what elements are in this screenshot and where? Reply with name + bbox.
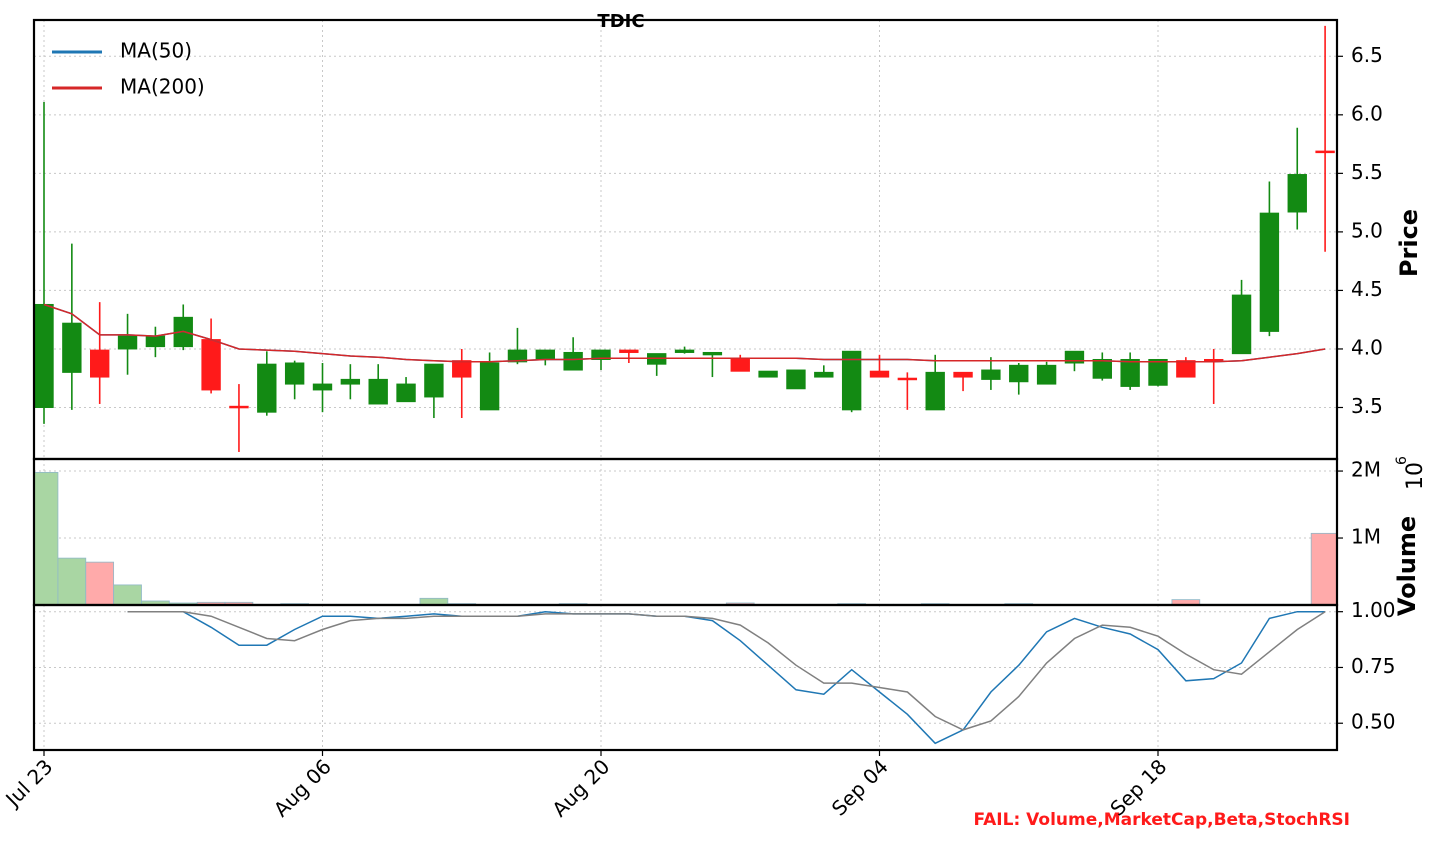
candle-body bbox=[1064, 350, 1085, 364]
oscillator-line bbox=[127, 610, 1326, 745]
candle-body bbox=[674, 349, 695, 353]
candle-body bbox=[1231, 294, 1252, 355]
candle-body bbox=[396, 383, 416, 403]
candle-body bbox=[1009, 364, 1029, 383]
candle-body bbox=[619, 349, 639, 353]
y-tick-label: 2M bbox=[1351, 458, 1381, 482]
volume-axis-label: Volume bbox=[1393, 516, 1421, 616]
legend-label: MA(200) bbox=[120, 75, 205, 99]
candle-body bbox=[814, 371, 834, 378]
candle-body bbox=[1204, 358, 1224, 362]
candle-body bbox=[1315, 150, 1335, 154]
candle-body bbox=[786, 369, 806, 390]
candle-body bbox=[953, 371, 973, 378]
volume-bar bbox=[57, 557, 87, 605]
candle-body bbox=[90, 349, 110, 378]
candle-body bbox=[507, 349, 528, 363]
volume-bar bbox=[224, 601, 254, 605]
panel-frame bbox=[32, 457, 1339, 607]
volume-bar bbox=[1310, 532, 1337, 605]
candle-body bbox=[368, 378, 388, 405]
candle-body bbox=[62, 322, 82, 373]
volume-bar bbox=[1171, 599, 1201, 605]
volume-bar bbox=[85, 561, 115, 605]
y-tick-label: 6.5 bbox=[1351, 43, 1383, 67]
candle-body bbox=[229, 405, 249, 409]
oscillator-line bbox=[127, 610, 1326, 731]
price-axis-label: Price bbox=[1395, 209, 1423, 277]
y-tick-label: 0.50 bbox=[1351, 710, 1396, 734]
candle-body bbox=[34, 303, 54, 408]
candle-body bbox=[1120, 358, 1140, 387]
candle-body bbox=[563, 351, 583, 371]
x-tick-label: Sep 04 bbox=[827, 754, 893, 820]
candle-body bbox=[702, 351, 723, 356]
y-tick-label: 6.0 bbox=[1351, 101, 1383, 125]
panel-frame bbox=[32, 603, 1339, 752]
y-tick-label: 5.0 bbox=[1351, 218, 1383, 242]
candle-body bbox=[452, 360, 472, 378]
panel-frame bbox=[32, 18, 1339, 461]
y-tick-label: 0.75 bbox=[1351, 654, 1396, 678]
candle-body bbox=[424, 363, 444, 398]
volume-bar bbox=[113, 584, 142, 605]
x-tick-label: Aug 06 bbox=[269, 754, 336, 821]
ma-line bbox=[43, 303, 1326, 363]
y-tick-label: 1.00 bbox=[1351, 598, 1396, 622]
candle-body bbox=[201, 339, 221, 391]
candle-body bbox=[479, 362, 500, 411]
candle-body bbox=[1092, 358, 1112, 379]
legend-label: MA(50) bbox=[120, 39, 192, 63]
candle-body bbox=[117, 335, 138, 350]
candle-body bbox=[257, 363, 277, 413]
y-tick-label: 1M bbox=[1351, 525, 1381, 549]
candle-body bbox=[1287, 174, 1307, 213]
candle-body bbox=[925, 371, 945, 411]
candle-body bbox=[535, 349, 555, 360]
x-tick-label: Aug 20 bbox=[547, 754, 614, 821]
candle-body bbox=[340, 378, 361, 385]
y-tick-label: 5.5 bbox=[1351, 160, 1383, 184]
candle-body bbox=[312, 383, 333, 391]
status-annotation: FAIL: Volume,MarketCap,Beta,StochRSI bbox=[973, 810, 1350, 830]
candle-body bbox=[730, 358, 750, 372]
candle-body bbox=[1148, 358, 1168, 386]
candle-body bbox=[841, 350, 862, 411]
chart-title: TDIC bbox=[597, 11, 644, 32]
y-tick-label: 4.5 bbox=[1351, 277, 1383, 301]
candle-body bbox=[1176, 360, 1196, 378]
candle-body bbox=[1036, 364, 1057, 385]
y-tick-label: 4.0 bbox=[1351, 335, 1383, 359]
offset-base: 10 bbox=[1403, 462, 1428, 490]
y-tick-label: 3.5 bbox=[1351, 394, 1383, 418]
offset-exponent: 6 bbox=[1394, 456, 1410, 465]
candle-body bbox=[145, 335, 166, 348]
candle-body bbox=[591, 349, 611, 360]
x-tick-label: Jul 23 bbox=[0, 754, 57, 812]
candle-body bbox=[284, 362, 305, 385]
candle-body bbox=[1259, 212, 1280, 332]
candle-body bbox=[758, 370, 778, 378]
volume-bar bbox=[34, 471, 59, 605]
candle-body bbox=[981, 369, 1001, 380]
candle-body bbox=[869, 370, 890, 378]
candle-body bbox=[897, 377, 918, 381]
